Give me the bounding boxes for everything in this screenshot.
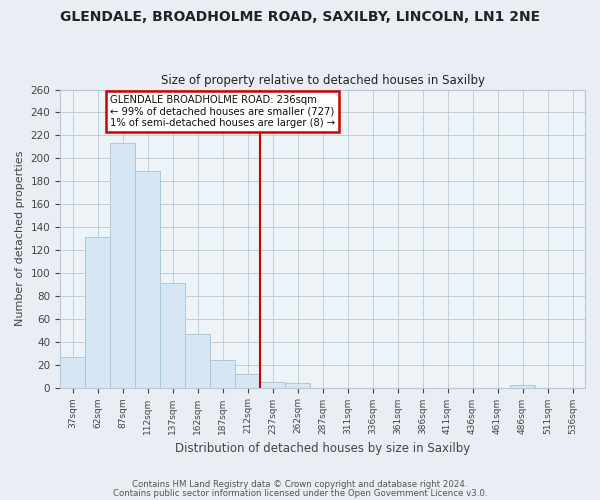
- Text: Contains HM Land Registry data © Crown copyright and database right 2024.: Contains HM Land Registry data © Crown c…: [132, 480, 468, 489]
- X-axis label: Distribution of detached houses by size in Saxilby: Distribution of detached houses by size …: [175, 442, 470, 455]
- Bar: [260, 382, 285, 388]
- Bar: [60, 356, 85, 388]
- Bar: [235, 374, 260, 388]
- Text: GLENDALE, BROADHOLME ROAD, SAXILBY, LINCOLN, LN1 2NE: GLENDALE, BROADHOLME ROAD, SAXILBY, LINC…: [60, 10, 540, 24]
- Bar: [210, 360, 235, 388]
- Bar: [510, 386, 535, 388]
- Bar: [160, 284, 185, 388]
- Bar: [110, 144, 135, 388]
- Bar: [185, 334, 210, 388]
- Title: Size of property relative to detached houses in Saxilby: Size of property relative to detached ho…: [161, 74, 485, 87]
- Bar: [285, 383, 310, 388]
- Text: GLENDALE BROADHOLME ROAD: 236sqm
← 99% of detached houses are smaller (727)
1% o: GLENDALE BROADHOLME ROAD: 236sqm ← 99% o…: [110, 96, 335, 128]
- Bar: [135, 171, 160, 388]
- Y-axis label: Number of detached properties: Number of detached properties: [15, 151, 25, 326]
- Text: Contains public sector information licensed under the Open Government Licence v3: Contains public sector information licen…: [113, 488, 487, 498]
- Bar: [85, 238, 110, 388]
